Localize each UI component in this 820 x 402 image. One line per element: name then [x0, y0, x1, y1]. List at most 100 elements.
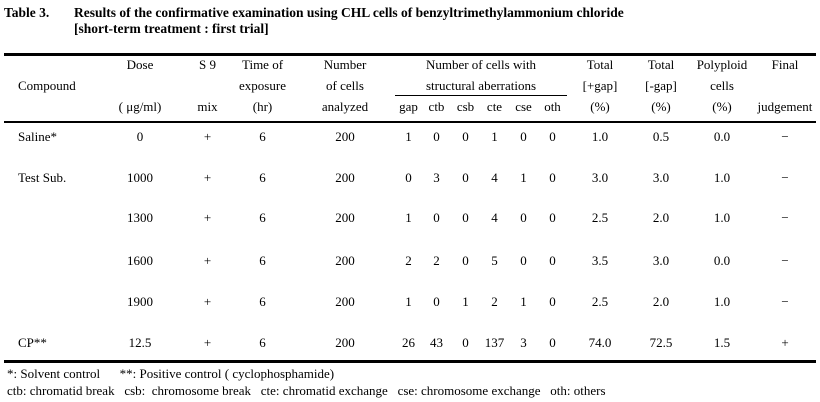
cell-oth: 0 [549, 253, 556, 268]
cell-total-plus-gap: 2.5 [591, 294, 609, 309]
header-number-of-cells: Number [323, 57, 367, 72]
header-final-judgement: Final [771, 57, 799, 72]
cell-s9: + [203, 335, 212, 350]
cell-total-minus-gap: 3.0 [652, 253, 670, 268]
cell-cte: 5 [491, 253, 498, 268]
cell-cte: 4 [491, 210, 498, 225]
cell-cse: 0 [520, 253, 527, 268]
cell-ctb: 0 [433, 210, 440, 225]
cell-oth: 0 [549, 170, 556, 185]
cell-cells-analyzed: 200 [335, 253, 355, 268]
cell-dose: 1000 [127, 170, 153, 185]
cell-ctb: 43 [430, 335, 443, 350]
cell-cells-analyzed: 200 [335, 335, 355, 350]
cell-polyploid: 1.5 [713, 335, 731, 350]
cell-total-plus-gap: 3.5 [591, 253, 609, 268]
cell-polyploid: 0.0 [713, 129, 731, 144]
table-top-rule [4, 53, 816, 56]
cell-s9: + [203, 210, 212, 225]
cell-total-plus-gap: 74.0 [588, 335, 612, 350]
cell-judgement: − [781, 253, 789, 268]
cell-exposure-time: 6 [259, 253, 266, 268]
cell-gap: 26 [402, 335, 415, 350]
header-sub-cse: cse [515, 99, 532, 114]
cell-dose: 1900 [127, 294, 153, 309]
header-total-plus-unit: (%) [590, 99, 610, 114]
cell-oth: 0 [549, 210, 556, 225]
header-sub-cte: cte [486, 99, 503, 114]
cell-total-plus-gap: 3.0 [591, 170, 609, 185]
title-line2: [short-term treatment : first trial] [74, 20, 269, 36]
table-title-text: Results of the confirmative examination … [74, 5, 624, 36]
cell-exposure-time: 6 [259, 210, 266, 225]
header-polyploid: cells [710, 78, 734, 93]
header-number-of-cells: of cells [326, 78, 364, 93]
footnote-controls: *: Solvent control **: Positive control … [7, 366, 335, 381]
table-bottom-rule [4, 360, 816, 363]
cell-oth: 0 [549, 335, 556, 350]
cell-gap: 0 [405, 170, 412, 185]
cell-ctb: 0 [433, 294, 440, 309]
cell-total-plus-gap: 1.0 [591, 129, 609, 144]
cell-compound [5, 252, 95, 270]
cell-judgement: + [781, 335, 789, 350]
header-bottom-rule [4, 121, 816, 123]
cell-ctb: 0 [433, 129, 440, 144]
table-row: 1300 + 6 200 1 0 0 4 0 0 2.5 2.0 1.0 − [5, 209, 815, 227]
cell-cells-analyzed: 200 [335, 294, 355, 309]
table-header-line3: ( μg/ml) mix (hr) analyzed gap ctb csb c… [5, 98, 815, 116]
cell-judgement: − [781, 129, 789, 144]
cell-compound: CP** [18, 335, 47, 350]
cell-cells-analyzed: 200 [335, 129, 355, 144]
header-total-plus-gap: [+gap] [582, 78, 618, 93]
header-cells-analyzed: analyzed [321, 99, 369, 114]
cell-cse: 3 [520, 335, 527, 350]
header-time-of-exposure: exposure [239, 78, 286, 93]
cell-cte: 4 [491, 170, 498, 185]
cell-cte: 1 [491, 129, 498, 144]
cell-ctb: 3 [433, 170, 440, 185]
header-sub-ctb: ctb [428, 99, 445, 114]
header-s9-mix: mix [197, 99, 218, 114]
cell-ctb: 2 [433, 253, 440, 268]
cell-total-minus-gap: 3.0 [652, 170, 670, 185]
header-aberrations-group: Number of cells with [425, 57, 537, 72]
header-aberrations-group: structural aberrations [395, 77, 567, 96]
cell-cte: 137 [484, 335, 505, 350]
cell-oth: 0 [549, 294, 556, 309]
cell-judgement: − [781, 294, 789, 309]
cell-cse: 1 [520, 170, 527, 185]
header-total-plus-gap: Total [586, 57, 614, 72]
cell-dose: 0 [136, 129, 144, 144]
cell-polyploid: 1.0 [713, 210, 731, 225]
cell-dose: 1600 [127, 253, 153, 268]
table-row: Test Sub. 1000 + 6 200 0 3 0 4 1 0 3.0 3… [5, 169, 815, 187]
cell-polyploid: 1.0 [713, 170, 731, 185]
table-row: Saline* 0 + 6 200 1 0 0 1 0 0 1.0 0.5 0.… [5, 128, 815, 146]
cell-polyploid: 1.0 [713, 294, 731, 309]
cell-exposure-time: 6 [259, 294, 266, 309]
cell-csb: 0 [462, 170, 469, 185]
cell-exposure-time: 6 [259, 335, 266, 350]
cell-cells-analyzed: 200 [335, 210, 355, 225]
cell-total-minus-gap: 2.0 [652, 210, 670, 225]
table-header-line1: Dose S 9 Time of Number Number of cells … [5, 55, 815, 75]
cell-cse: 0 [520, 129, 527, 144]
cell-s9: + [203, 253, 212, 268]
cell-compound: Saline* [18, 129, 57, 144]
cell-total-minus-gap: 72.5 [649, 335, 673, 350]
cell-total-plus-gap: 2.5 [591, 210, 609, 225]
header-time-of-exposure: Time of [241, 57, 284, 72]
title-line1: Results of the confirmative examination … [74, 5, 624, 20]
cell-polyploid: 0.0 [713, 253, 731, 268]
header-sub-gap: gap [399, 99, 418, 114]
footnote-abbreviations: ctb: chromatid break csb: chromosome bre… [7, 383, 606, 398]
table-row: CP** 12.5 + 6 200 26 43 0 137 3 0 74.0 7… [5, 334, 815, 352]
cell-csb: 0 [462, 335, 469, 350]
cell-exposure-time: 6 [259, 129, 266, 144]
cell-dose: 12.5 [128, 335, 152, 350]
cell-dose: 1300 [127, 210, 153, 225]
cell-judgement: − [781, 170, 789, 185]
cell-oth: 0 [549, 129, 556, 144]
header-sub-oth: oth [544, 99, 561, 114]
